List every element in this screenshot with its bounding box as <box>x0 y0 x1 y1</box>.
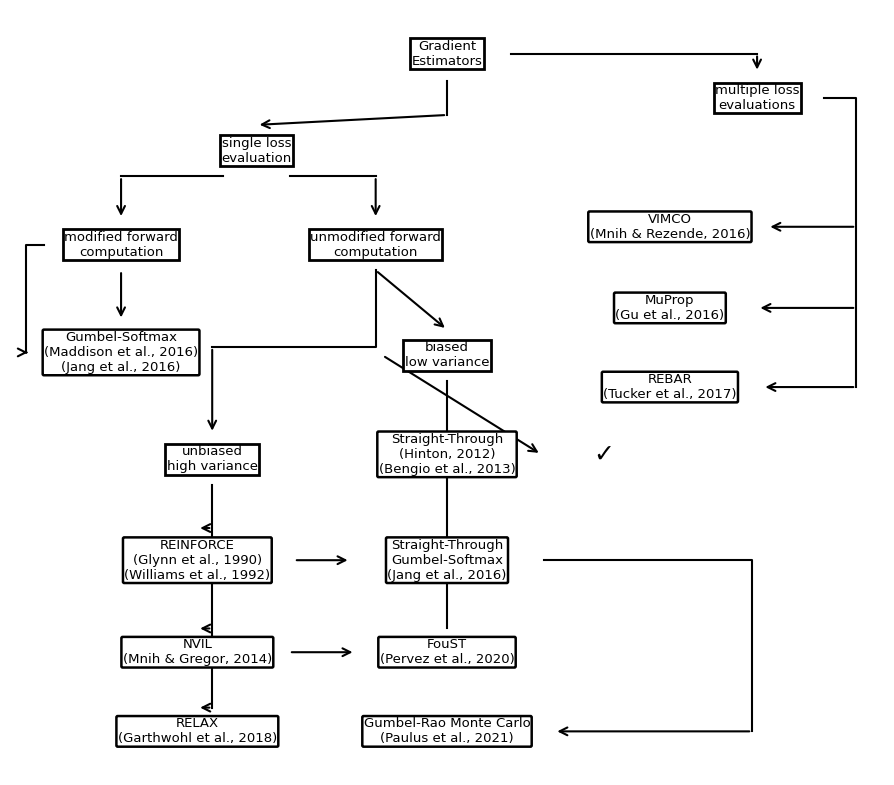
Text: single loss
evaluation: single loss evaluation <box>222 137 292 165</box>
Text: Straight-Through
(Hinton, 2012)
(Bengio et al., 2013): Straight-Through (Hinton, 2012) (Bengio … <box>379 433 515 476</box>
Text: modified forward
computation: modified forward computation <box>64 231 178 258</box>
Text: Gradient
Estimators: Gradient Estimators <box>411 39 483 68</box>
Text: REBAR
(Tucker et al., 2017): REBAR (Tucker et al., 2017) <box>603 373 737 401</box>
Text: REINFORCE
(Glynn et al., 1990)
(Williams et al., 1992): REINFORCE (Glynn et al., 1990) (Williams… <box>124 539 270 582</box>
Text: Gumbel-Rao Monte Carlo
(Paulus et al., 2021): Gumbel-Rao Monte Carlo (Paulus et al., 2… <box>364 717 530 746</box>
Text: MuProp
(Gu et al., 2016): MuProp (Gu et al., 2016) <box>615 294 724 322</box>
Text: multiple loss
evaluations: multiple loss evaluations <box>715 84 799 112</box>
Text: biased
low variance: biased low variance <box>405 341 489 370</box>
Text: unmodified forward
computation: unmodified forward computation <box>310 231 441 258</box>
Text: ✓: ✓ <box>593 442 614 466</box>
Text: Straight-Through
Gumbel-Softmax
(Jang et al., 2016): Straight-Through Gumbel-Softmax (Jang et… <box>387 539 507 582</box>
Text: RELAX
(Garthwohl et al., 2018): RELAX (Garthwohl et al., 2018) <box>118 717 277 746</box>
Text: unbiased
high variance: unbiased high variance <box>166 445 257 473</box>
Text: FouST
(Pervez et al., 2020): FouST (Pervez et al., 2020) <box>380 638 514 666</box>
Text: Gumbel-Softmax
(Maddison et al., 2016)
(Jang et al., 2016): Gumbel-Softmax (Maddison et al., 2016) (… <box>44 331 198 374</box>
Text: VIMCO
(Mnih & Rezende, 2016): VIMCO (Mnih & Rezende, 2016) <box>589 213 750 241</box>
Text: NVIL
(Mnih & Gregor, 2014): NVIL (Mnih & Gregor, 2014) <box>122 638 272 666</box>
